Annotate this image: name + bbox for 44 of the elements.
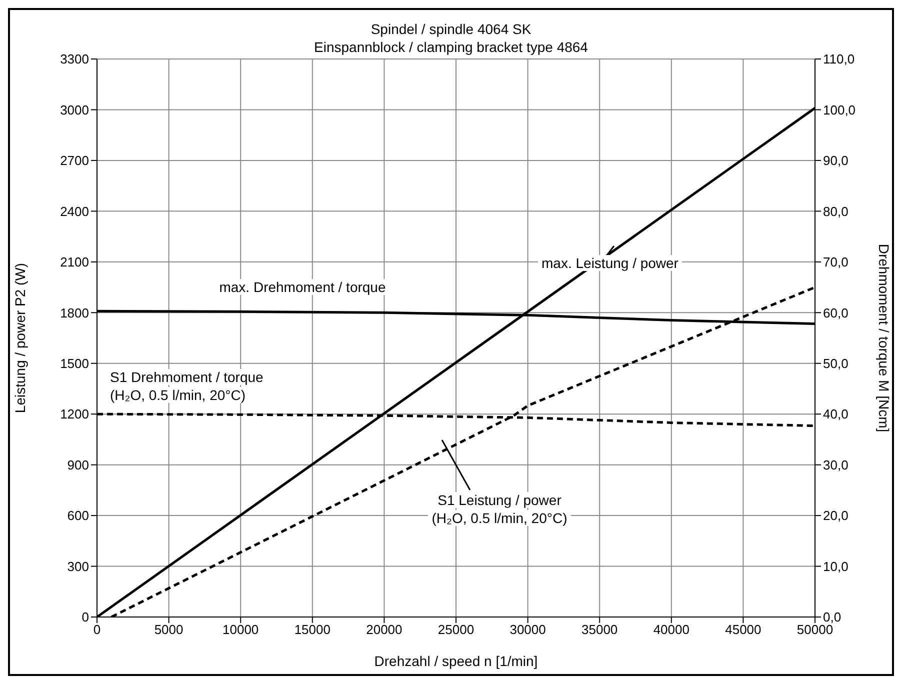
x-tick-label: 15000 [294,622,330,638]
chart-subtitle: Einspannblock / clamping bracket type 4864 [314,39,588,55]
x-tick-label: 30000 [510,622,546,638]
x-tick-label: 10000 [222,622,259,638]
text: S1 Leistung / power (H₂O, 0.5 l/min, 20°C) [430,492,568,526]
x-axis-title: Drehzahl / speed n [1/min] [374,653,538,669]
x-tick-label: 40000 [653,622,690,638]
y-tick-label: 1500 [60,356,89,371]
y2-tick-label: 20,0 [823,508,848,524]
y2-tick-label: 60,0 [823,305,848,320]
y2-tick-label: 110,0 [823,52,855,67]
x-tick-label: 0 [93,622,101,638]
y-tick-label: 300 [67,558,89,574]
series-label: max. Drehmoment / torque [215,279,390,295]
y-tick-label: 2700 [60,153,89,168]
series-label: max. Leistung / power [538,255,682,271]
x-tick-label: 25000 [438,622,474,638]
y-tick-label: 2400 [60,204,89,219]
y2-tick-label: 40,0 [823,406,848,422]
y-axis-title: Leistung / power P2 (W) [12,262,28,414]
y-tick-label: 600 [67,508,89,524]
x-tick-label: 45000 [725,622,762,638]
y-tick-label: 2100 [60,254,89,270]
y2-tick-label: 80,0 [823,204,848,219]
y-tick-label: 3000 [60,102,89,118]
y2-tick-label: 50,0 [823,356,848,371]
y2-axis-title: Drehmoment / torque M [Ncm] [876,244,892,432]
y-tick-label: 0 [82,610,89,625]
x-tick-label: 5000 [154,622,184,638]
y-tick-label: 900 [67,457,89,472]
y-tick-label: 1200 [60,406,89,422]
y2-tick-label: 100,0 [823,102,856,118]
y-tick-label: 3300 [60,52,89,67]
y2-tick-label: 90,0 [823,153,848,168]
y-tick-label: 1800 [60,305,89,320]
y2-tick-label: 30,0 [823,457,848,472]
chart-title: Spindel / spindle 4064 SK [370,20,532,38]
y2-tick-label: 10,0 [823,558,848,574]
x-tick-label: 35000 [582,622,618,638]
series-label: S1 Drehmoment / torque (H₂O, 0.5 l/min, 20°C) [109,369,264,403]
y2-tick-label: 70,0 [823,254,848,270]
y2-tick-label: 0,0 [823,610,842,625]
x-tick-label: 50000 [796,622,834,638]
x-tick-label: 20000 [366,622,402,638]
